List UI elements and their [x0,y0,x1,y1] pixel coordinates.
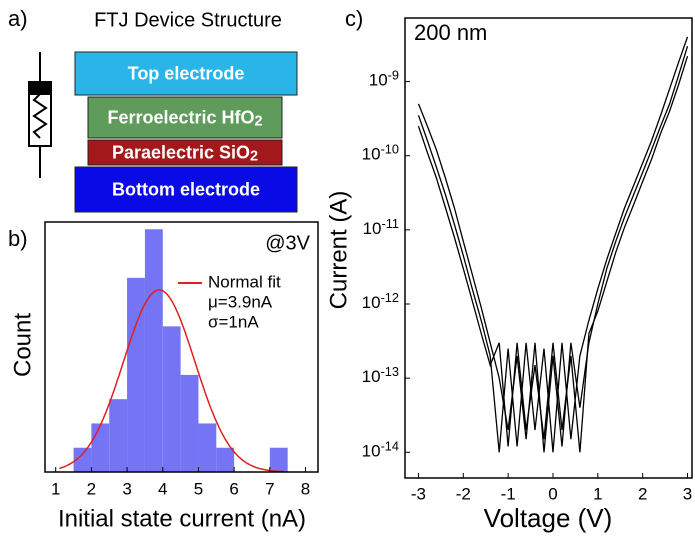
x-axis-label: Voltage (V) [484,503,613,533]
bar [127,277,145,472]
bar [216,447,235,472]
x-tick-label: 7 [265,479,274,498]
layer-label: Top electrode [128,63,245,83]
y-tick-label: 10-11 [363,215,399,238]
annotation: @3V [265,232,310,254]
panel-label: a) [8,6,28,31]
layer-box [87,139,283,166]
x-tick-label: 6 [229,479,238,498]
iv-curve [417,46,689,453]
x-tick-label: 0 [548,484,557,503]
x-tick-label: 3 [122,479,131,498]
iv-curve [417,56,689,453]
layer-label: Ferroelectric HfO2 [107,107,262,130]
panel-label: b) [8,226,28,251]
axes-frame [44,221,319,473]
layer-box [74,51,298,96]
x-tick-label: 4 [158,479,167,498]
y-tick-label: 10-10 [362,141,399,164]
y-axis-label: Current (A) [325,191,352,310]
x-tick-label: 5 [194,479,203,498]
bar [109,399,128,472]
legend-label: Normal fit [208,272,281,291]
y-tick-label: 10-14 [362,438,399,461]
resistor-symbol [28,52,52,178]
layer-box [87,96,283,139]
x-tick-label: 1 [593,484,602,503]
fit-mu: μ=3.9nA [208,292,273,311]
x-tick-label: 2 [638,484,647,503]
bar [91,423,110,472]
x-tick-label: 2 [87,479,96,498]
y-tick-label: 10-13 [362,364,399,387]
x-tick-label: 1 [51,479,60,498]
layer-label: Paraelectric SiO2 [112,142,258,165]
bar [73,447,92,472]
x-axis-label: Initial state current (nA) [58,505,306,532]
bar [180,374,199,472]
y-axis-label: Count [9,313,36,377]
y-tick-label: 10-9 [369,67,399,90]
diagram-title: FTJ Device Structure [94,9,282,31]
bar [269,447,288,472]
x-tick-label: 3 [683,484,692,503]
layer-box [74,166,298,213]
iv-curve [417,36,689,453]
layer-label: Bottom electrode [112,179,260,199]
fit-sigma: σ=1nA [208,312,259,331]
x-tick-label: -1 [501,484,516,503]
bar [162,326,181,472]
axes-frame [404,17,693,479]
x-tick-label: -3 [411,484,426,503]
bar [144,229,163,472]
x-tick-label: 8 [301,479,310,498]
panel-label: c) [345,6,363,31]
x-tick-label: -2 [456,484,471,503]
y-tick-label: 10-12 [362,290,399,313]
fit-curve [59,289,285,473]
annotation: 200 nm [414,20,487,45]
bar [198,423,217,472]
